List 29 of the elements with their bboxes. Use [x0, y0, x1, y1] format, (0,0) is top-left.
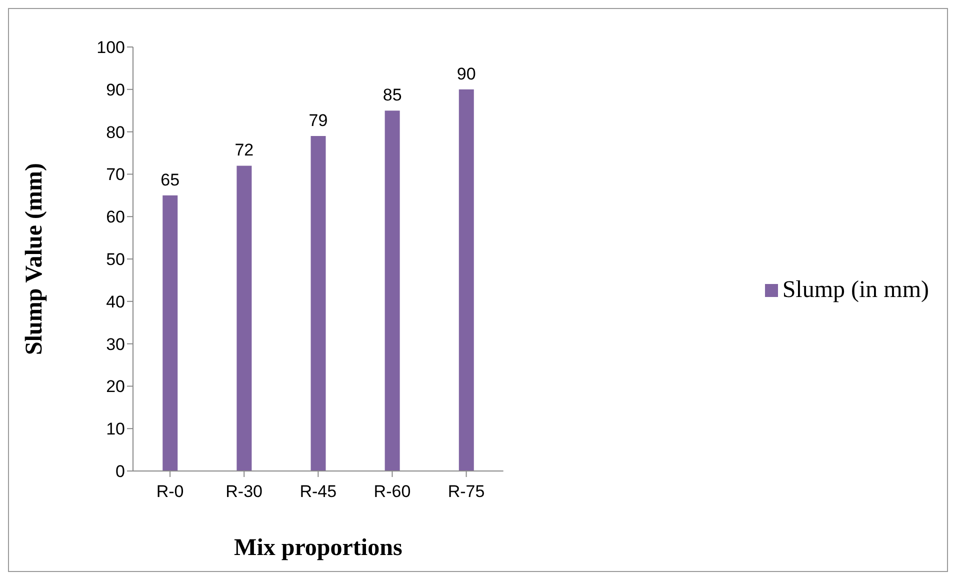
- bar: [162, 195, 178, 471]
- data-label: 85: [382, 86, 402, 105]
- y-tick-label: 30: [106, 334, 125, 354]
- y-tick-label: 90: [106, 80, 125, 100]
- data-label: 90: [456, 64, 476, 84]
- bar: [310, 136, 326, 471]
- x-tick-label: R-75: [448, 482, 485, 502]
- data-label: 65: [160, 170, 180, 190]
- x-tick-label: R-60: [374, 482, 411, 502]
- x-tick-label: R-45: [300, 482, 337, 502]
- bar: [458, 89, 474, 471]
- legend-label: Slump (in mm): [782, 276, 929, 302]
- y-tick-label: 100: [96, 38, 125, 58]
- y-tick-label: 80: [106, 122, 125, 142]
- y-tick-label: 0: [116, 462, 125, 482]
- y-tick-label: 60: [106, 208, 125, 227]
- y-tick-label: 20: [106, 377, 125, 396]
- y-axis-title: Slump Value (mm): [22, 162, 48, 356]
- data-label: 72: [234, 140, 254, 160]
- bar: [384, 110, 400, 471]
- bar: [236, 166, 252, 471]
- y-tick-label: 10: [106, 420, 125, 439]
- x-axis-title: Mix proportions: [234, 535, 402, 561]
- data-label: 79: [308, 111, 328, 130]
- x-tick-label: R-0: [156, 482, 184, 502]
- y-tick-label: 50: [106, 250, 125, 270]
- x-tick-label: R-30: [226, 482, 263, 502]
- y-tick-label: 40: [106, 292, 125, 312]
- y-tick-label: 70: [106, 165, 125, 184]
